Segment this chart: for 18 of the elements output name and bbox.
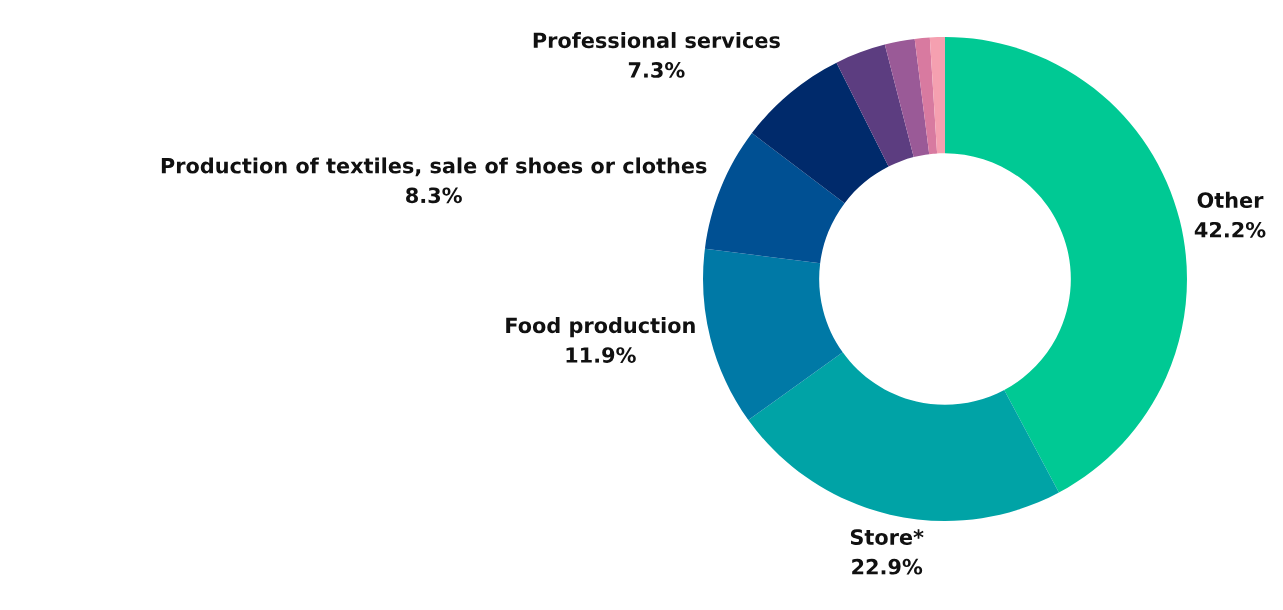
donut-slice	[836, 44, 914, 167]
slice-label: Production of textiles, sale of shoes or clothes	[161, 157, 707, 177]
donut-slice	[884, 38, 930, 158]
slice-label: Store*	[850, 529, 924, 545]
donut-slice	[945, 37, 1187, 493]
donut-slice	[748, 352, 1059, 521]
data-label: 22.9%	[852, 558, 923, 575]
donut-slice	[703, 248, 843, 421]
slice-label: Food production	[506, 317, 695, 338]
donut-slice	[751, 62, 889, 204]
donut-slice	[914, 37, 938, 155]
donut-slice	[929, 37, 945, 154]
slice-label: Professional services	[533, 32, 780, 49]
data-label: 42.2%	[1194, 221, 1266, 238]
data-label: 8.3%	[406, 187, 462, 204]
slice-label: Other	[1197, 191, 1264, 208]
data-label: 11.9%	[566, 347, 636, 363]
data-label: 7.3%	[628, 62, 685, 78]
